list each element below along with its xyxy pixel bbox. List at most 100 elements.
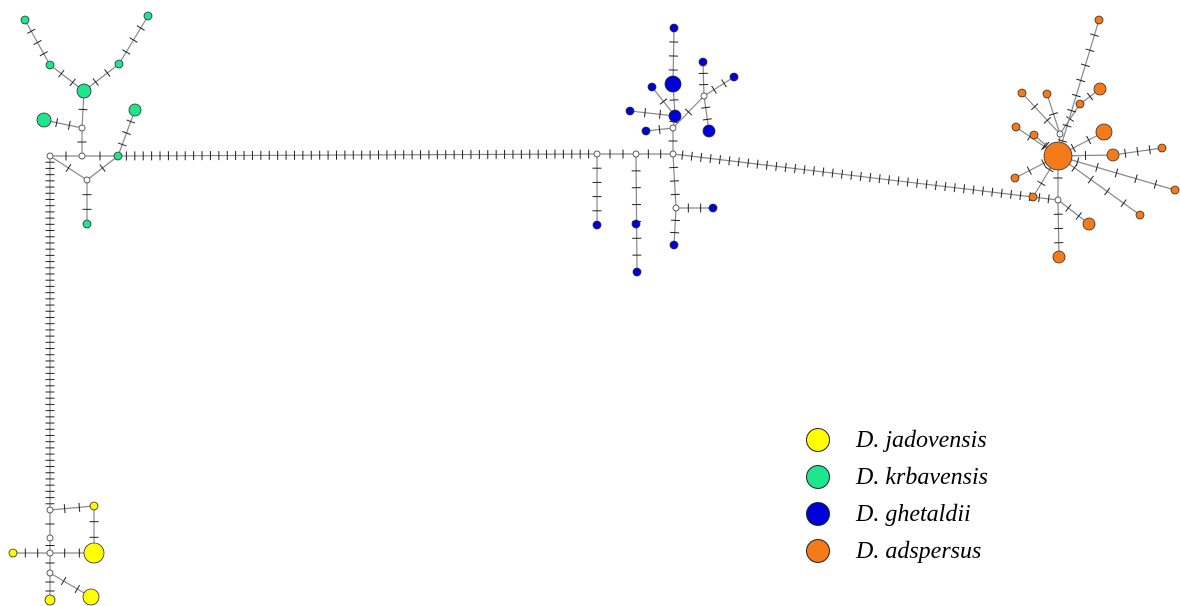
mutation-tick xyxy=(831,168,834,178)
mutation-tick xyxy=(747,158,750,168)
mutation-tick xyxy=(1085,48,1095,52)
network-edge xyxy=(702,61,705,97)
mutation-tick xyxy=(117,142,127,147)
median-vector-node xyxy=(78,124,86,132)
mutation-tick xyxy=(925,179,928,189)
mutation-tick xyxy=(916,178,919,188)
mutation-tick xyxy=(700,152,703,162)
median-vector-node xyxy=(78,152,86,160)
haplotype-node-adspersus xyxy=(1157,143,1167,153)
median-vector-node xyxy=(46,534,54,542)
haplotype-node-ghetaldii xyxy=(592,220,602,230)
mutation-tick xyxy=(1120,199,1127,208)
network-edge xyxy=(703,76,735,97)
legend-label-krbavensis: D. krbavensis xyxy=(856,463,988,490)
mutation-tick xyxy=(1071,93,1081,98)
mutation-tick xyxy=(690,151,693,161)
haplotype-node-krbavensis xyxy=(114,59,124,69)
mutation-tick xyxy=(1070,143,1076,153)
haplotype-node-adspersus xyxy=(1082,217,1096,231)
mutation-tick xyxy=(784,162,787,172)
haplotype-node-ghetaldii xyxy=(702,124,716,138)
legend-item-krbavensis: D. krbavensis xyxy=(806,462,988,492)
mutation-tick xyxy=(104,69,111,77)
median-vector-node xyxy=(46,569,54,577)
network-edge xyxy=(1057,19,1100,157)
haplotype-node-krbavensis xyxy=(128,103,142,117)
haplotype-node-ghetaldii xyxy=(669,23,679,33)
haplotype-node-krbavensis xyxy=(143,11,153,21)
mutation-tick xyxy=(897,176,900,186)
legend-item-ghetaldii: D. ghetaldii xyxy=(806,499,971,529)
median-vector-node xyxy=(1056,130,1064,138)
mutation-tick xyxy=(669,99,679,101)
haplotype-node-krbavensis xyxy=(113,151,123,161)
mutation-tick xyxy=(1153,179,1158,189)
mutation-tick xyxy=(944,182,947,192)
mutation-tick xyxy=(1076,78,1086,83)
mutation-tick xyxy=(27,28,36,34)
haplotype-node-adspersus xyxy=(1029,130,1039,140)
mutation-tick xyxy=(765,160,768,170)
haplotype-node-krbavensis xyxy=(82,219,92,229)
mutation-tick xyxy=(1104,187,1111,196)
median-vector-node xyxy=(700,92,708,100)
network-edge xyxy=(673,207,677,246)
haplotype-node-ghetaldii xyxy=(698,57,708,67)
mutation-tick xyxy=(1075,212,1082,220)
mutation-tick xyxy=(869,173,872,183)
legend-swatch-ghetaldii xyxy=(806,502,830,526)
haplotype-node-jadovensis xyxy=(82,588,100,606)
mutation-tick xyxy=(737,157,740,167)
mutation-tick xyxy=(1089,33,1099,37)
mutation-tick xyxy=(136,25,145,31)
mutation-tick xyxy=(1041,159,1047,168)
mutation-tick xyxy=(859,171,862,181)
mutation-tick xyxy=(1086,92,1094,101)
mutation-tick xyxy=(1086,135,1092,145)
mutation-tick xyxy=(1071,163,1078,172)
median-vector-node xyxy=(1054,196,1062,204)
median-vector-node xyxy=(46,506,54,514)
mutation-tick xyxy=(67,120,71,130)
haplotype-node-ghetaldii xyxy=(664,75,682,93)
mutation-tick xyxy=(850,170,853,180)
legend-swatch-jadovensis xyxy=(806,428,830,452)
mutation-tick xyxy=(684,108,693,116)
legend-swatch-krbavensis xyxy=(806,465,830,489)
mutation-tick xyxy=(1065,204,1072,212)
haplotype-node-adspersus xyxy=(1052,250,1066,264)
mutation-tick xyxy=(709,153,712,164)
mutation-tick xyxy=(711,85,717,94)
haplotype-node-adspersus xyxy=(1042,89,1052,99)
mutation-tick xyxy=(963,184,966,194)
network-edge xyxy=(117,153,598,157)
mutation-tick xyxy=(1000,188,1003,198)
mutation-tick xyxy=(1136,146,1139,157)
mutation-tick xyxy=(1041,142,1047,151)
network-edge xyxy=(1057,199,1090,225)
mutation-tick xyxy=(756,159,759,169)
mutation-tick xyxy=(55,118,59,128)
mutation-tick xyxy=(702,118,712,121)
legend-label-adspersus: D. adspersus xyxy=(856,537,982,564)
mutation-tick xyxy=(906,177,909,187)
haplotype-node-adspersus xyxy=(1135,210,1145,220)
mutation-tick xyxy=(775,161,778,171)
haplotype-node-ghetaldii xyxy=(641,126,651,136)
mutation-tick xyxy=(60,576,67,586)
haplotype-node-krbavensis xyxy=(36,112,52,128)
network-nodes xyxy=(8,11,1180,606)
haplotype-node-krbavensis xyxy=(20,15,30,25)
haplotype-node-jadovensis xyxy=(44,594,56,606)
haplotype-node-ghetaldii xyxy=(668,109,682,123)
mutation-tick xyxy=(1080,63,1090,68)
haplotype-node-adspersus xyxy=(1075,99,1085,109)
mutation-tick xyxy=(39,51,48,57)
mutation-tick xyxy=(972,185,975,195)
legend-item-adspersus: D. adspersus xyxy=(806,536,981,566)
mutation-tick xyxy=(1031,103,1039,111)
mutation-tick xyxy=(1095,162,1099,172)
mutation-tick xyxy=(74,584,81,594)
mutation-tick xyxy=(721,79,727,88)
